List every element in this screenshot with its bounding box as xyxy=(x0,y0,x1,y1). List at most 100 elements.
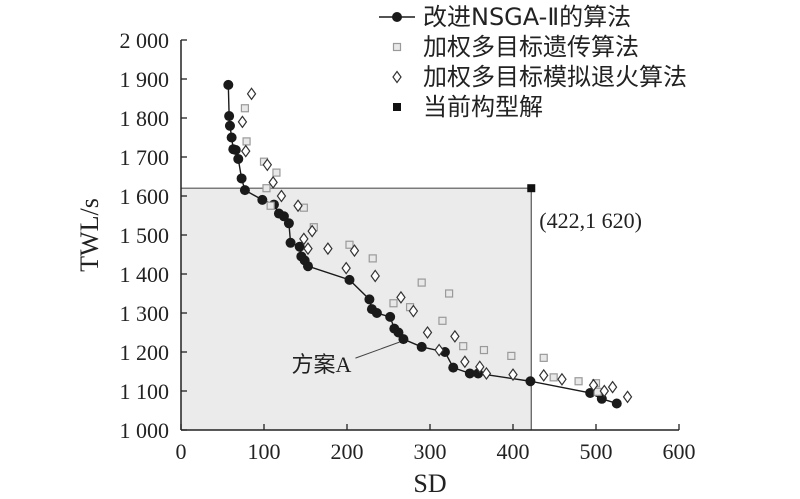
data-point xyxy=(507,351,516,360)
data-point xyxy=(233,153,244,164)
data-point xyxy=(448,362,459,373)
data-point xyxy=(444,289,454,298)
data-point xyxy=(239,185,250,196)
series-0 xyxy=(223,79,622,409)
data-point xyxy=(422,325,433,340)
data-point xyxy=(396,290,406,304)
legend-item: 改进NSGA-Ⅱ的算法 xyxy=(379,3,631,31)
x-tick-label: 0 xyxy=(176,439,187,464)
data-point xyxy=(364,294,375,305)
legend-symbol xyxy=(393,103,401,111)
data-point xyxy=(262,158,273,172)
data-point xyxy=(434,343,444,357)
data-point xyxy=(302,261,313,272)
data-point xyxy=(345,240,354,249)
series-layer xyxy=(223,79,633,409)
data-point xyxy=(417,278,426,287)
data-point xyxy=(368,254,377,263)
y-tick-label: 1 500 xyxy=(120,223,170,248)
y-axis-ticks: 1 000 1 100 1 200 1 300 1 400 1 500 1 600 1 700… xyxy=(120,28,187,443)
data-point xyxy=(226,132,237,143)
data-point xyxy=(240,144,251,158)
data-point xyxy=(459,342,468,351)
data-point xyxy=(438,316,447,325)
data-point xyxy=(262,184,271,193)
data-point xyxy=(481,366,492,380)
x-tick-label: 600 xyxy=(663,439,696,464)
dominated-region-shading xyxy=(181,188,532,430)
legend-item: 加权多目标模拟退火算法 xyxy=(392,63,687,91)
x-axis-ticks: 0 100 200 300 400 500 600 xyxy=(176,424,696,464)
annotation-leader-line xyxy=(355,341,400,359)
data-point xyxy=(276,189,287,203)
y-axis-title: TWL/s xyxy=(75,198,104,272)
data-point xyxy=(268,175,278,189)
data-point xyxy=(272,168,281,177)
data-point xyxy=(622,390,633,404)
legend-label: 加权多目标模拟退火算法 xyxy=(423,63,687,91)
data-point xyxy=(344,274,355,285)
legend-label: 改进NSGA-Ⅱ的算法 xyxy=(423,3,631,31)
data-point xyxy=(266,201,275,210)
y-tick-label: 1 200 xyxy=(120,340,170,365)
data-point xyxy=(588,378,599,392)
annotation-current-solution: (422,1 620) xyxy=(539,208,642,233)
data-point xyxy=(246,87,257,101)
data-point xyxy=(224,120,235,131)
data-point xyxy=(385,311,396,322)
data-point xyxy=(525,376,536,387)
y-tick-label: 2 000 xyxy=(120,28,170,53)
data-point xyxy=(527,184,536,193)
data-point xyxy=(599,384,610,398)
legend-label: 加权多目标遗传算法 xyxy=(423,33,639,61)
data-point xyxy=(257,194,268,205)
legend-item: 当前构型解 xyxy=(393,93,543,121)
series-2 xyxy=(237,87,633,404)
y-tick-label: 1 100 xyxy=(120,379,170,404)
legend-item: 加权多目标遗传算法 xyxy=(392,33,639,61)
y-tick-label: 1 400 xyxy=(120,262,170,287)
data-point xyxy=(242,137,251,146)
data-point xyxy=(464,368,475,379)
data-point xyxy=(303,242,313,256)
data-point xyxy=(294,241,305,252)
data-point xyxy=(223,79,234,90)
x-tick-label: 500 xyxy=(580,439,613,464)
data-point xyxy=(370,269,380,283)
data-point xyxy=(607,380,618,394)
data-point xyxy=(539,353,548,362)
annotations: (422,1 620) 方案A xyxy=(292,208,642,377)
x-tick-label: 400 xyxy=(497,439,530,464)
data-point xyxy=(230,144,241,155)
y-tick-label: 1 800 xyxy=(120,106,170,131)
data-point xyxy=(389,299,398,308)
data-point xyxy=(323,242,333,256)
reference-lines xyxy=(181,187,532,430)
data-point xyxy=(508,368,518,382)
data-point xyxy=(538,368,549,382)
data-point xyxy=(299,232,309,246)
legend-symbol xyxy=(392,12,402,22)
data-point xyxy=(341,261,351,275)
data-point xyxy=(236,173,247,184)
data-point xyxy=(240,104,250,113)
data-point xyxy=(460,355,470,369)
y-tick-label: 1 700 xyxy=(120,145,170,170)
data-point xyxy=(479,345,489,355)
x-tick-label: 300 xyxy=(414,439,447,464)
data-point xyxy=(224,111,235,122)
data-point xyxy=(371,308,382,318)
data-point xyxy=(237,115,248,129)
data-point xyxy=(557,372,567,386)
data-point xyxy=(611,398,622,409)
data-point xyxy=(307,224,317,238)
data-point xyxy=(416,341,427,352)
data-point xyxy=(293,199,303,213)
data-point xyxy=(398,334,409,345)
x-tick-label: 200 xyxy=(331,439,364,464)
x-tick-label: 100 xyxy=(248,439,281,464)
data-point xyxy=(408,304,419,318)
data-point xyxy=(285,237,296,248)
